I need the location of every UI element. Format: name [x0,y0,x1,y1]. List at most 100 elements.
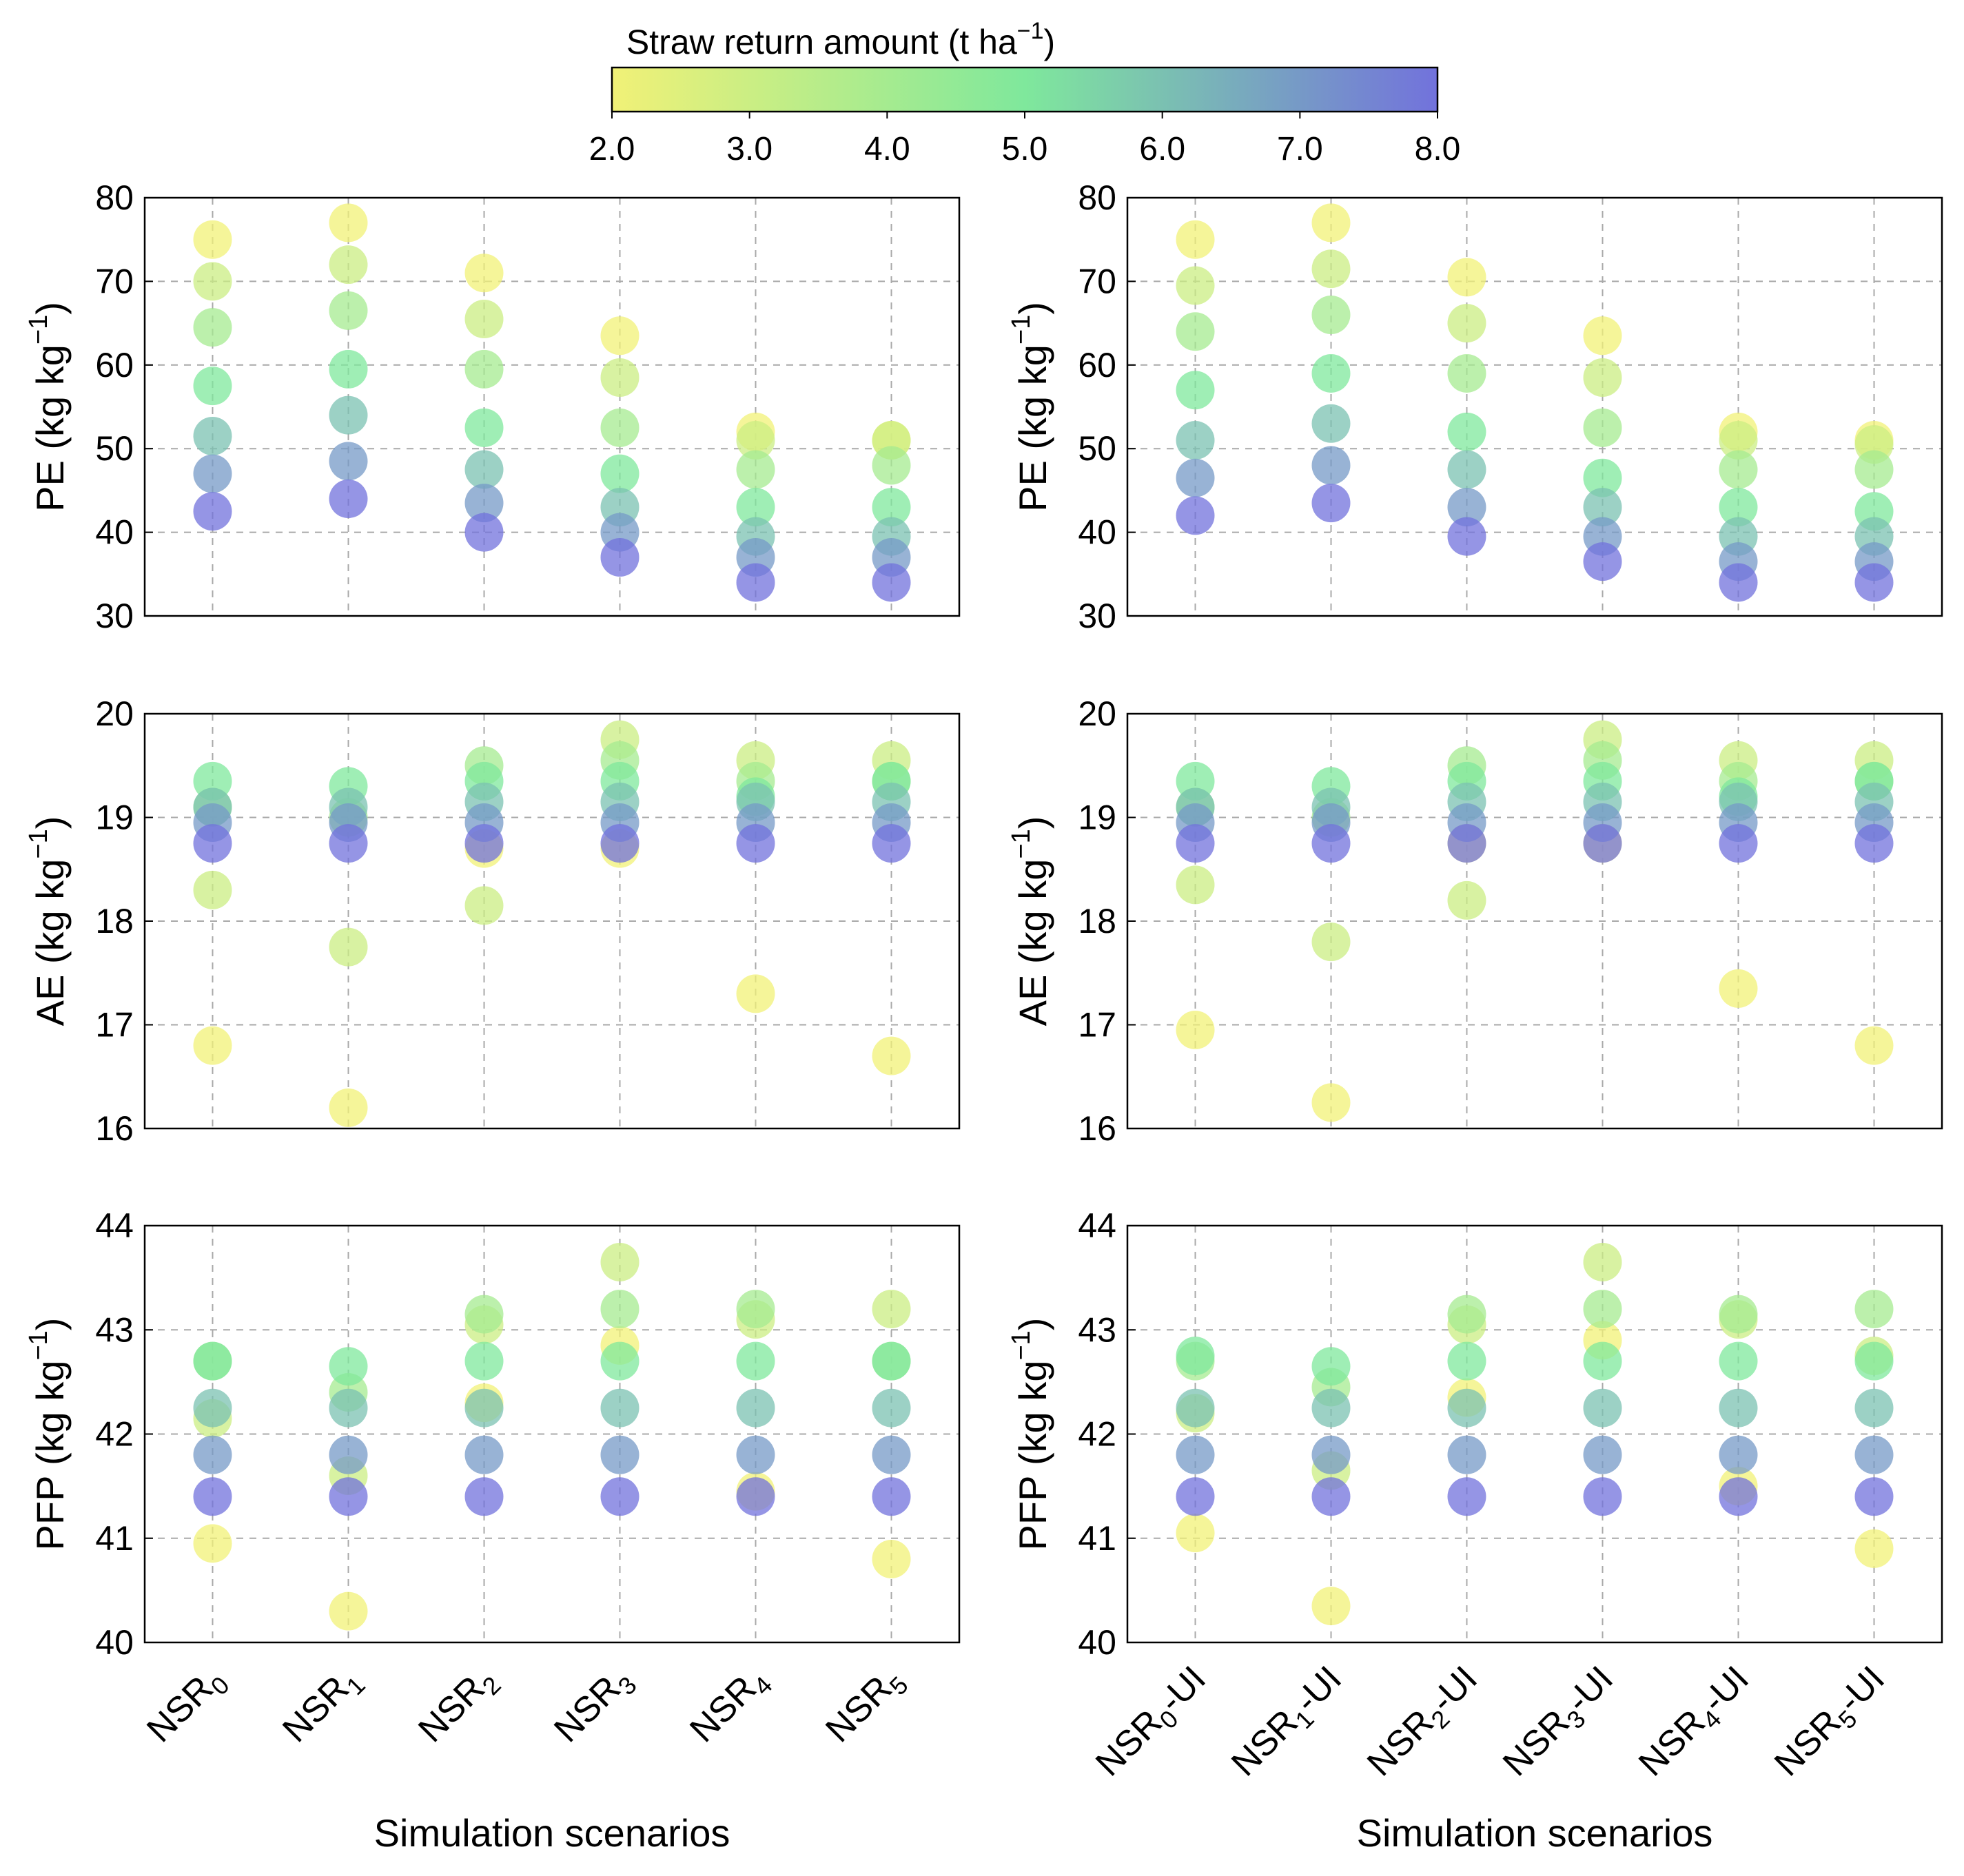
data-point [329,927,368,967]
data-point [1719,969,1758,1008]
data-point [600,1341,640,1381]
x-tick-label: NSR0 [139,1658,234,1753]
colorbar-title-sup: −1 [1017,18,1044,44]
data-point [464,1341,504,1381]
data-point [464,1477,504,1516]
data-point [464,450,504,489]
y-axis-label: PFP (kg kg−1) [24,1318,72,1551]
data-points [1176,1242,1894,1626]
data-point [1854,1529,1894,1568]
data-point [1583,824,1622,863]
data-point [464,408,504,447]
data-point [1311,1083,1351,1122]
data-point [329,824,368,863]
data-point [600,1290,640,1328]
data-point [872,1435,911,1474]
data-point [1447,488,1486,527]
y-tick-label: 42 [1078,1415,1116,1454]
data-point [193,454,232,493]
y-tick-label: 50 [1078,429,1116,468]
data-point [1447,304,1486,343]
colorbar-title-end: ) [1044,23,1056,61]
colorbar-tick-label: 4.0 [864,131,910,167]
x-tick-label: NSR0-UI [1088,1658,1217,1787]
data-point [736,974,775,1013]
data-point [1176,1477,1215,1516]
data-point [1854,1435,1894,1474]
data-point [464,1435,504,1474]
grid [1127,198,1942,616]
data-point [1583,1388,1622,1427]
data-point [1176,865,1215,905]
x-tick-label: NSR3-UI [1495,1658,1624,1787]
y-tick-label: 43 [95,1310,134,1349]
y-tick-label: 60 [95,346,134,384]
data-point [600,1435,640,1474]
data-point [1176,1514,1215,1553]
x-tick-label: NSR2-UI [1360,1658,1489,1787]
data-point [329,1088,368,1127]
x-tick-label: NSR5 [818,1658,913,1753]
y-tick-label: 41 [95,1519,134,1558]
data-point [329,480,368,519]
data-point [464,349,504,389]
data-point [1583,542,1622,581]
data-point [1719,488,1758,527]
data-point [1719,1477,1758,1516]
y-tick-label: 70 [1078,262,1116,300]
grid [1127,714,1942,1128]
data-point [1854,563,1894,602]
x-tick-label: NSR1-UI [1224,1658,1353,1787]
data-point [193,416,232,455]
data-point [1447,450,1486,489]
data-point [329,395,368,435]
data-point [193,220,232,259]
data-point [329,245,368,285]
data-point [736,450,775,489]
y-tick-label: 40 [1078,513,1116,552]
data-point [329,291,368,330]
data-point [1176,824,1215,863]
x-tick-label: NSR3 [546,1658,642,1753]
data-point [193,262,232,301]
data-point [1311,249,1351,289]
data-point [329,1591,368,1631]
y-axis-label: AE (kg kg−1) [24,816,72,1027]
data-point [464,484,504,523]
data-point [1719,1341,1758,1381]
data-point [1719,824,1758,863]
data-point [1719,1295,1758,1334]
data-point [193,492,232,531]
data-point [1719,1435,1758,1474]
plot-frame [143,196,961,617]
data-point [1176,1337,1215,1376]
data-point [1447,517,1486,556]
data-point [600,1477,640,1516]
y-tick-label: 80 [95,178,134,217]
y-tick-label: 17 [1078,1006,1116,1044]
x-tick-label: NSR1 [275,1658,370,1753]
data-point [1311,404,1351,443]
colorbar-tick-label: 2.0 [589,131,635,167]
data-point [1583,1290,1622,1328]
data-point [1854,1026,1894,1065]
data-point [1583,316,1622,355]
data-point [872,1341,911,1381]
data-point [1311,1587,1351,1626]
data-point [329,1435,368,1474]
grid [145,714,959,1128]
y-tick-label: 41 [1078,1519,1116,1558]
y-tick-label: 19 [1078,798,1116,837]
y-tick-label: 43 [1078,1310,1116,1349]
data-point [1176,266,1215,305]
y-tick-label: 30 [1078,597,1116,635]
data-point [736,488,775,527]
y-tick-label: 16 [95,1109,134,1148]
colorbar-gradient [611,66,1439,113]
y-tick-label: 44 [95,1206,134,1245]
data-point [1447,258,1486,297]
data-point [1447,1388,1486,1427]
panel-ae-right: 16 17 18 19 20 AE (kg kg−1) [1007,694,1943,1148]
data-point [1719,1388,1758,1427]
